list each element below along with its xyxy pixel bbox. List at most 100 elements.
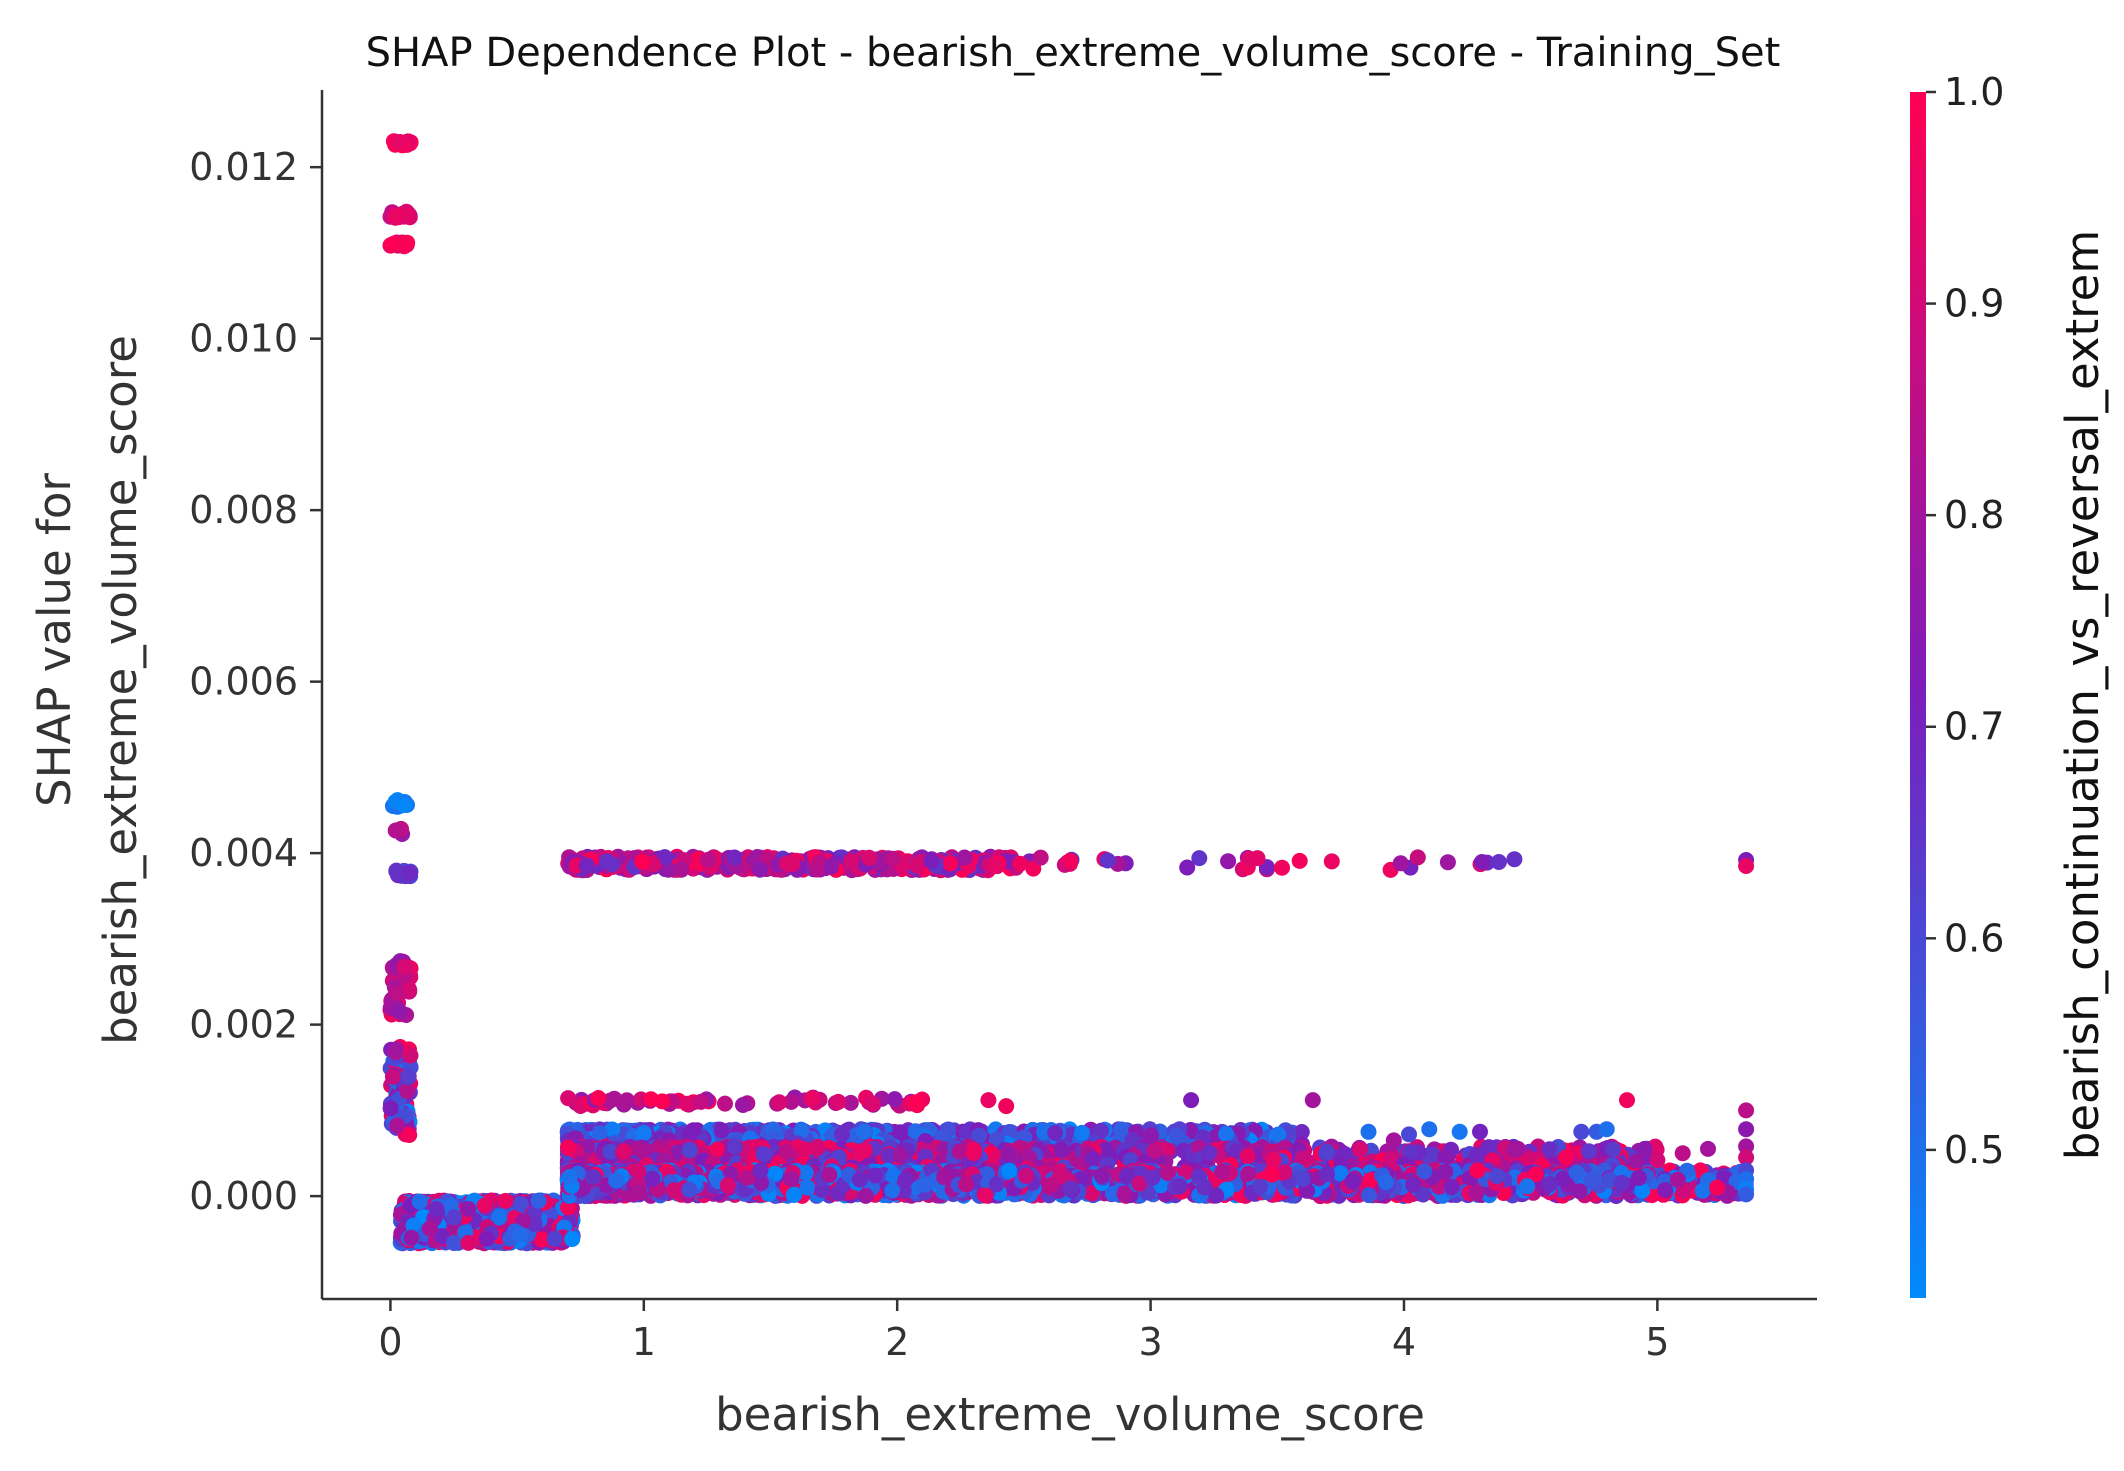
scatter-point <box>400 1069 417 1086</box>
scatter-point <box>388 1041 405 1058</box>
scatter-point <box>1220 853 1237 870</box>
scatter-point <box>384 236 401 253</box>
scatter-point <box>389 1117 406 1134</box>
scatter-point <box>399 1083 416 1100</box>
scatter-point <box>1352 1141 1369 1158</box>
scatter-point <box>422 1220 438 1237</box>
scatter-point <box>843 852 860 869</box>
scatter-point <box>856 1142 873 1159</box>
scatter-point <box>604 856 621 873</box>
scatter-point <box>396 958 413 975</box>
scatter-point <box>1249 850 1266 867</box>
scatter-point <box>1439 854 1456 871</box>
scatter-point <box>726 1138 743 1155</box>
scatter-point <box>752 861 769 878</box>
scatter-point <box>804 1090 820 1107</box>
scatter-point <box>411 1193 428 1210</box>
scatter-point <box>635 1125 652 1141</box>
scatter-point <box>778 1143 795 1160</box>
scatter-point <box>1319 1143 1335 1160</box>
scatter-point <box>755 1146 772 1163</box>
scatter-point <box>1053 1142 1070 1159</box>
scatter-point <box>433 1228 450 1244</box>
scatter-point <box>564 1231 581 1247</box>
scatter-point <box>861 849 878 866</box>
scatter-point <box>590 1090 607 1106</box>
scatter-point <box>643 1091 659 1108</box>
scatter-point <box>907 1094 924 1111</box>
scatter-point <box>533 1231 550 1248</box>
scatter-point <box>460 1200 477 1217</box>
scatter-point <box>401 865 418 882</box>
scatter-point <box>560 1199 577 1216</box>
scatter-point <box>1084 1150 1101 1167</box>
scatter-point <box>678 1095 695 1112</box>
scatter-point <box>497 1192 514 1209</box>
scatter-point <box>660 861 677 878</box>
scatter-point <box>942 855 959 872</box>
scatter-point <box>692 1093 709 1110</box>
scatter-point <box>478 1230 495 1247</box>
scatter-point <box>717 1095 733 1112</box>
scatter-point <box>700 851 717 868</box>
scatter-point <box>401 1127 418 1143</box>
scatter-point <box>884 850 901 867</box>
scatter-point <box>1581 1143 1597 1160</box>
scatter-point <box>615 1143 632 1160</box>
scatter-point <box>1490 854 1507 870</box>
scatter-point <box>405 1217 422 1234</box>
scatter-point <box>735 1097 751 1113</box>
scatter-point <box>546 1231 563 1247</box>
scatter-point <box>951 1143 968 1160</box>
scatter-point <box>490 1209 507 1226</box>
scatter-point <box>391 1003 408 1020</box>
chart-title: SHAP Dependence Plot - bearish_extreme_v… <box>366 30 1781 76</box>
scatter-point <box>1541 1141 1558 1158</box>
scatter-point <box>1605 1141 1622 1158</box>
scatter-point <box>965 1145 982 1162</box>
scatter-point <box>1012 855 1028 872</box>
scatter-point <box>823 858 840 875</box>
scatter-point <box>1506 851 1523 868</box>
scatter-points <box>382 133 1755 1252</box>
scatter-point <box>830 1093 847 1110</box>
scatter-point <box>428 1200 445 1217</box>
scatter-point <box>1291 852 1308 869</box>
scatter-point <box>387 822 404 839</box>
scatter-point <box>1073 1124 1090 1141</box>
scatter-point <box>1274 859 1290 876</box>
scatter-point <box>834 1126 850 1143</box>
scatter-point <box>1323 853 1340 870</box>
scatter-point <box>387 207 404 224</box>
scatter-point <box>1062 852 1079 869</box>
scatter-point <box>726 849 743 866</box>
scatter-point <box>1201 1144 1218 1161</box>
scatter-point <box>1473 854 1490 870</box>
scatter-point <box>382 1100 399 1117</box>
scatter-point <box>384 1068 401 1085</box>
scatter-point <box>460 1234 477 1251</box>
scatter-point <box>1099 852 1116 869</box>
scatter-point <box>388 863 405 880</box>
scatter-point <box>390 134 407 151</box>
scatter-point <box>1032 849 1049 866</box>
scatter-point <box>713 1122 730 1139</box>
scatter-point <box>560 1090 577 1107</box>
scatter-point <box>709 1141 726 1158</box>
scatter-point <box>987 857 1004 874</box>
scatter-point <box>1437 1149 1454 1166</box>
scatter-point <box>1409 849 1426 866</box>
scatter-point <box>923 853 940 869</box>
scatter-point <box>797 1141 814 1158</box>
scatter-point <box>681 1142 698 1159</box>
scatter-point <box>512 1196 529 1212</box>
scatter-point <box>396 236 413 253</box>
scatter-point <box>530 1192 547 1209</box>
scatter-point <box>1392 855 1409 872</box>
scatter-point <box>1468 1147 1485 1164</box>
scatter-point <box>1000 1146 1017 1162</box>
scatter-point <box>784 856 801 873</box>
scatter-point <box>886 1091 903 1108</box>
scatter-point <box>442 1197 459 1214</box>
